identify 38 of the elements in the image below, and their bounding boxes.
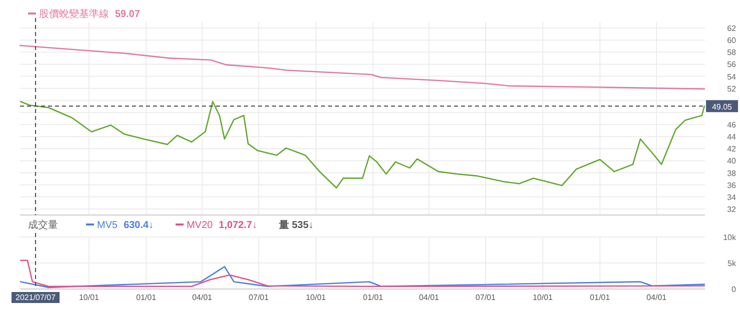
text: 量 535↓	[278, 219, 314, 231]
y-tick-label: 5k	[728, 259, 737, 268]
y-tick-label: 40	[727, 156, 737, 166]
y-tick-label: 36	[727, 180, 737, 190]
y-tick-label: 56	[727, 60, 737, 70]
y-tick-label: 34	[727, 192, 737, 202]
x-tick-label: 10/01	[306, 293, 326, 302]
x-tick-label: 04/01	[418, 293, 440, 302]
y-tick-label: 44	[727, 132, 737, 142]
x-tick-label: 07/01	[476, 293, 496, 302]
y-tick-label: 62	[727, 24, 737, 34]
text: 1,072.7↓	[218, 220, 258, 231]
x-tick-label: 10/01	[78, 293, 100, 302]
y-tick-label: 58	[727, 48, 737, 58]
y-tick-label: 60	[727, 36, 737, 46]
y-tick-label: 0	[732, 285, 737, 294]
ref-line-label: 49.05	[712, 102, 733, 112]
ref-line-label: 2021/07/07	[16, 293, 56, 302]
chart-title: 成交量	[28, 219, 58, 231]
legend-label: 股價蛻變基準線	[39, 8, 109, 20]
y-tick-label: 46	[727, 120, 737, 130]
y-tick-label: 52	[727, 84, 737, 94]
text: 59.07	[115, 9, 140, 20]
x-tick-label: 04/01	[192, 293, 213, 302]
x-tick-label: 01/01	[363, 293, 384, 302]
x-tick-label: 04/01	[646, 293, 668, 302]
x-tick-label: 07/01	[248, 293, 270, 302]
x-tick-label: 10/01	[532, 293, 554, 302]
y-tick-label: 38	[727, 168, 737, 178]
y-tick-label: 54	[727, 72, 737, 82]
x-tick-label: 01/01	[136, 293, 157, 302]
text: 630.4↓	[124, 220, 154, 231]
x-tick-label: 01/01	[590, 293, 611, 302]
y-tick-label: 42	[727, 144, 737, 154]
legend-label: MV5	[97, 220, 118, 231]
y-tick-label: 32	[727, 204, 737, 214]
legend-label: MV20	[186, 220, 214, 231]
y-tick-label: 10k	[723, 233, 737, 242]
